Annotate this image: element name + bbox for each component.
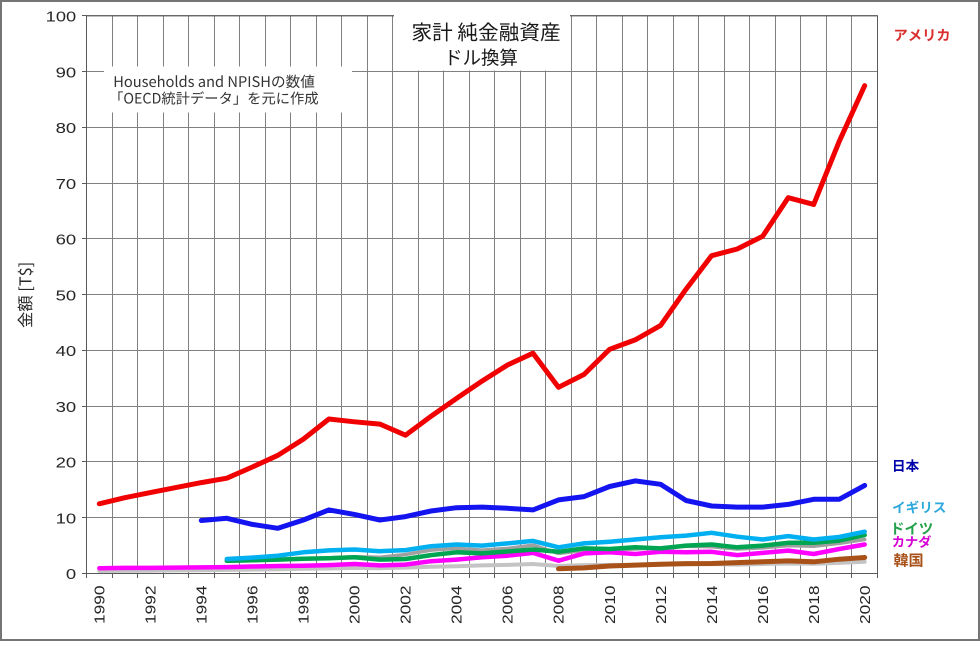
svg-text:2004: 2004	[450, 586, 466, 625]
svg-text:100: 100	[46, 10, 77, 26]
svg-text:50: 50	[56, 288, 77, 304]
svg-text:2020: 2020	[858, 586, 874, 625]
svg-text:2016: 2016	[756, 586, 772, 625]
svg-text:0: 0	[66, 567, 76, 583]
svg-text:60: 60	[56, 233, 77, 249]
svg-text:70: 70	[56, 177, 77, 193]
svg-text:1992: 1992	[144, 586, 160, 625]
svg-text:1996: 1996	[246, 586, 262, 625]
svg-text:30: 30	[56, 400, 77, 416]
svg-text:2006: 2006	[501, 586, 517, 625]
svg-text:2018: 2018	[807, 586, 823, 625]
svg-text:2002: 2002	[399, 586, 415, 625]
svg-text:90: 90	[56, 65, 77, 81]
svg-text:10: 10	[56, 511, 77, 527]
svg-text:2010: 2010	[603, 586, 619, 625]
svg-text:1990: 1990	[93, 586, 109, 625]
svg-text:2008: 2008	[552, 586, 568, 625]
svg-text:1998: 1998	[297, 586, 313, 625]
svg-text:2012: 2012	[654, 586, 670, 625]
svg-text:1994: 1994	[195, 586, 211, 625]
svg-text:2000: 2000	[348, 586, 364, 625]
svg-text:20: 20	[56, 456, 77, 472]
svg-text:40: 40	[56, 344, 77, 360]
svg-text:80: 80	[56, 121, 77, 137]
svg-text:2014: 2014	[705, 586, 721, 625]
